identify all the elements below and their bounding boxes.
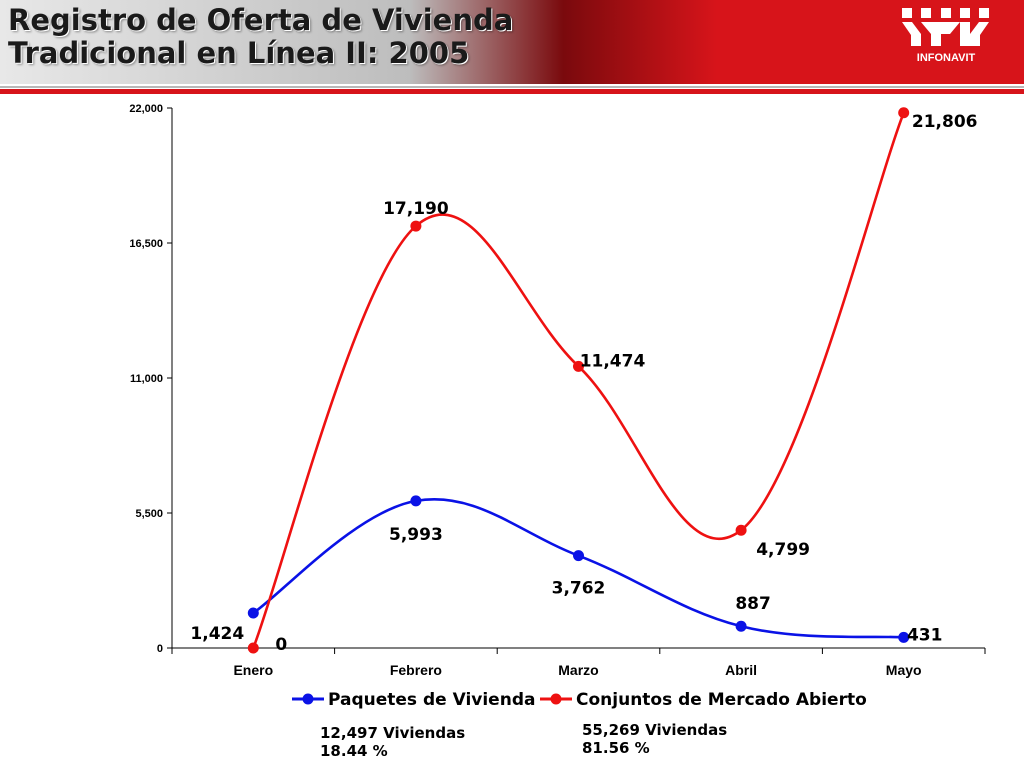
data-point-2-1 xyxy=(247,642,259,654)
data-point-2-5 xyxy=(898,107,910,119)
banner-background xyxy=(0,0,1024,84)
data-label-2-2: 17,190 xyxy=(383,199,449,219)
y-tick-label: 5,500 xyxy=(135,508,163,520)
summary-paquetes-percent: 18.44 % xyxy=(320,742,388,760)
series-line-2 xyxy=(252,112,905,649)
title-line-1: Registro de Oferta de Vivienda xyxy=(8,3,514,37)
infonavit-logo-icon: INFONAVIT xyxy=(902,8,989,64)
data-point-1-1 xyxy=(247,607,259,619)
data-label-1-1: 1,424 xyxy=(190,624,244,644)
series-line-1 xyxy=(252,498,904,639)
x-tick-label: Abril xyxy=(725,662,757,678)
x-tick-label: Mayo xyxy=(886,662,922,678)
summary-paquetes: 12,497 Viviendas 18.44 % xyxy=(320,724,465,760)
data-label-2-5: 21,806 xyxy=(912,112,978,132)
summary-conjuntos-viviendas: 55,269 Viviendas xyxy=(582,721,728,739)
data-label-1-3: 3,762 xyxy=(552,579,606,599)
data-point-1-5 xyxy=(898,631,910,643)
data-point-2-2 xyxy=(410,220,422,232)
summary-paquetes-viviendas: 12,497 Viviendas xyxy=(320,724,466,742)
header-banner: INFONAVIT xyxy=(0,0,1024,94)
banner-divider-red xyxy=(0,89,1024,94)
data-label-1-2: 5,993 xyxy=(389,525,443,545)
page-title: Registro de Oferta de Vivienda Tradicion… xyxy=(8,4,513,70)
logo-text: INFONAVIT xyxy=(917,52,976,64)
x-tick-label: Enero xyxy=(233,662,273,678)
data-label-2-3: 11,474 xyxy=(580,351,646,371)
data-label-1-4: 887 xyxy=(735,594,771,614)
y-tick-label: 22,000 xyxy=(129,103,163,115)
legend-marker-2 xyxy=(550,693,562,705)
data-point-2-3 xyxy=(573,360,584,372)
y-tick-label: 16,500 xyxy=(129,238,163,250)
y-tick-label: 0 xyxy=(157,643,163,655)
data-point-1-4 xyxy=(735,620,747,632)
legend-marker-1 xyxy=(302,693,314,705)
summary-conjuntos-percent: 81.56 % xyxy=(582,739,650,757)
y-tick-label: 11,000 xyxy=(130,373,163,385)
title-line-2: Tradicional en Línea II: 2005 xyxy=(8,36,470,70)
summary-conjuntos: 55,269 Viviendas 81.56 % xyxy=(582,721,727,757)
data-label-1-5: 431 xyxy=(907,625,943,645)
data-point-1-3 xyxy=(573,550,584,562)
data-label-2-1: 0 xyxy=(275,635,287,655)
data-point-2-4 xyxy=(735,524,747,536)
legend-label-1: Paquetes de Vivienda xyxy=(328,690,535,710)
banner-divider-gray xyxy=(0,86,1024,88)
header: INFONAVIT Registro de Oferta de Vivienda… xyxy=(0,0,1024,96)
data-label-2-4: 4,799 xyxy=(756,540,810,560)
data-point-1-2 xyxy=(410,495,422,507)
legend-label-2: Conjuntos de Mercado Abierto xyxy=(576,690,867,710)
x-tick-label: Marzo xyxy=(558,662,598,678)
x-tick-label: Febrero xyxy=(390,662,442,678)
